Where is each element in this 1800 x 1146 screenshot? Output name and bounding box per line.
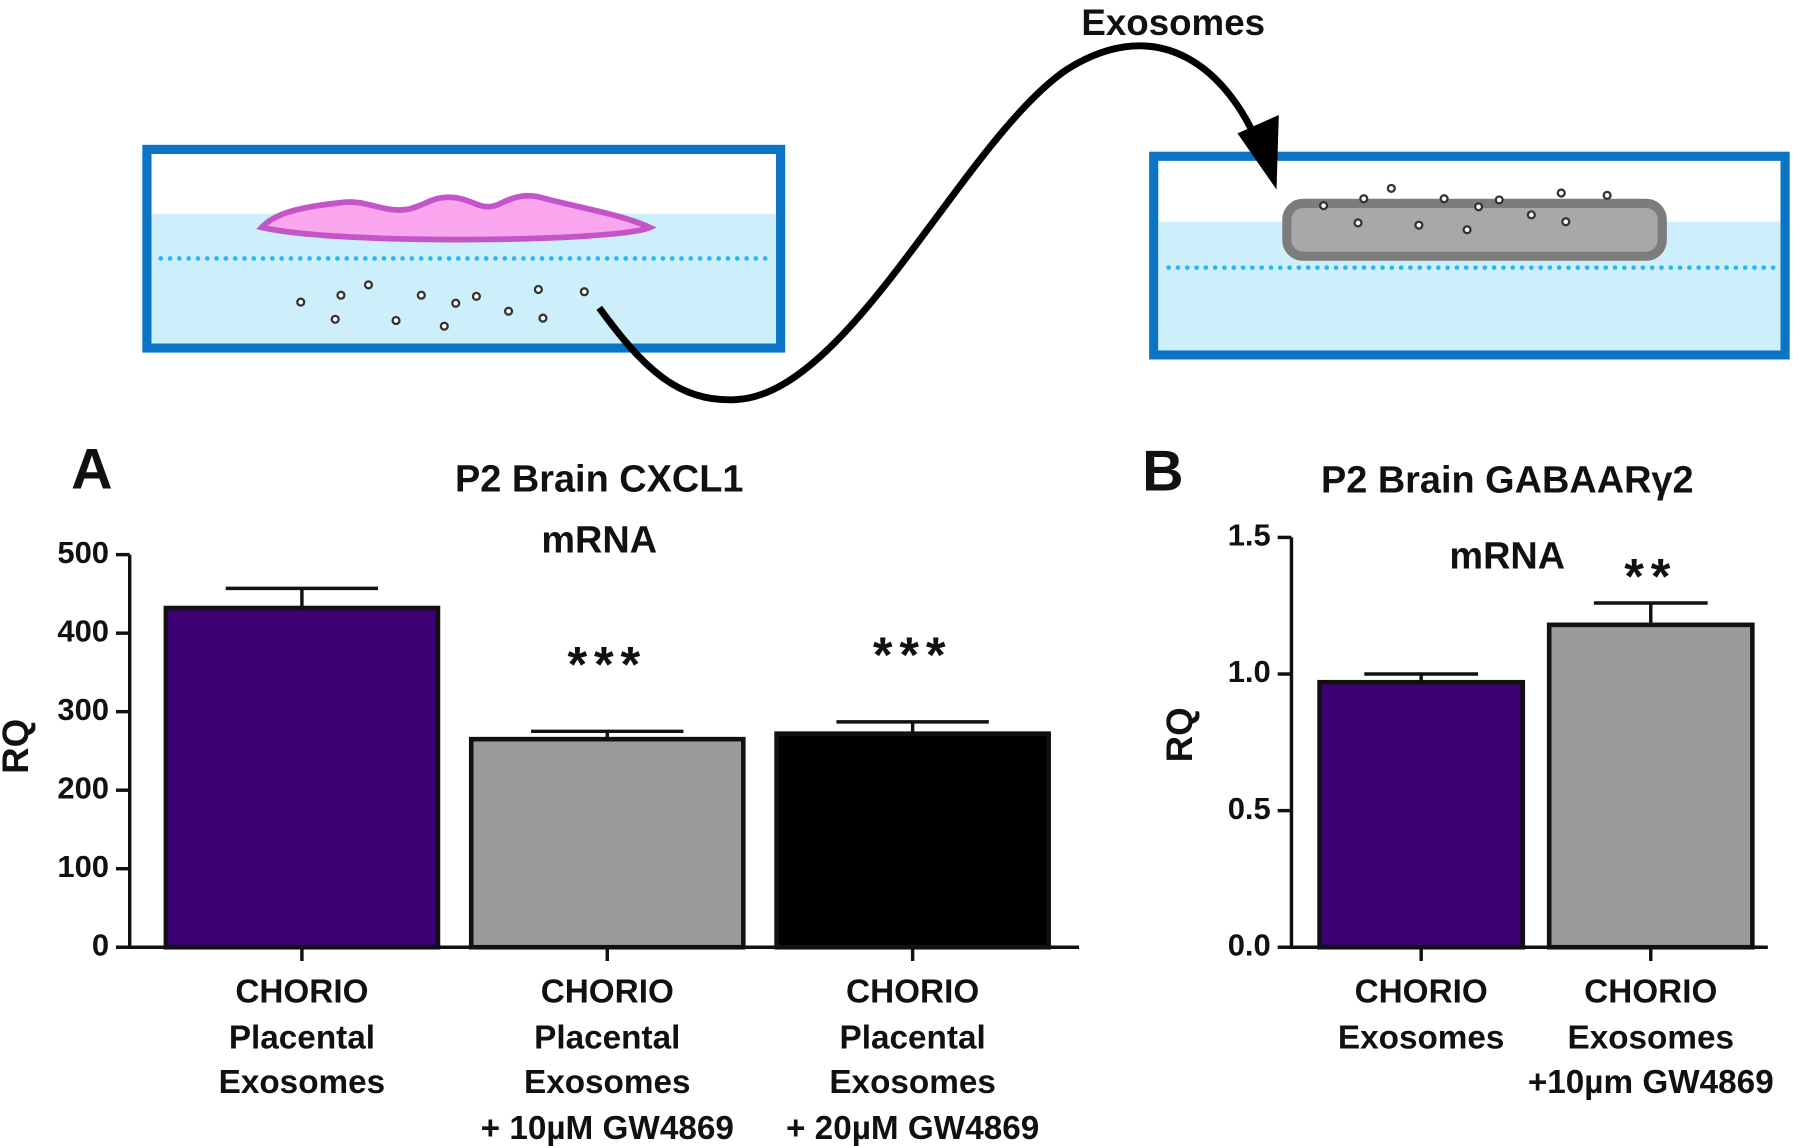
x-tick-label: CHORIO Exosomes [1337,973,1505,1056]
x-tick-label: CHORIO Placental Exosomes + 10µM GW4869 [480,973,734,1146]
panel-label: B [1142,440,1183,504]
x-tick-label-box: CHORIO Exosomes [1337,973,1505,1056]
y-axis-label: RQ [1159,707,1200,762]
chart-title: P2 Brain CXCL1 mRNA [455,457,744,561]
bar [468,736,746,950]
left-exosomes [296,280,589,331]
x-tick-label: CHORIO Placental Exosomes + 20µM GW4869 [785,973,1040,1146]
chart-title-box: P2 Brain GABAARγ2 mRNA [1320,458,1694,577]
bar [1546,622,1755,950]
error-bar [836,720,989,734]
brain-slice [1282,198,1667,261]
y-tick-label: 1.0 [1228,654,1271,689]
bar [1317,679,1526,950]
x-tick-label-box: CHORIO Placental Exosomes + 20µM GW4869 [785,973,1040,1146]
x-tick-label: CHORIO Placental Exosomes [218,973,386,1102]
significance: ** [1624,547,1677,604]
significance: *** [567,636,647,693]
y-tick-label: 100 [57,849,109,884]
y-axis-label: RQ [0,719,36,774]
y-tick-label: 0.0 [1228,927,1271,962]
transfer-arrow [596,42,1264,404]
x-tick-label-box: CHORIO Placental Exosomes + 10µM GW4869 [480,973,734,1146]
y-tick-label: 1.5 [1228,518,1271,553]
y-tick-label: 500 [57,535,109,570]
error-bar [225,586,379,609]
arrow-head [1237,114,1279,190]
y-tick-label: 300 [57,692,109,727]
y-tick-label: 400 [57,613,109,648]
x-tick-label: CHORIO Exosomes +10µm GW4869 [1527,973,1774,1102]
chart-title: P2 Brain GABAARγ2 mRNA [1320,458,1694,577]
significance: *** [873,626,953,683]
panel-label: A [71,437,112,501]
y-tick-label: 0 [92,927,109,962]
y-tick-label: 0.5 [1228,791,1271,826]
bar [774,731,1051,950]
x-tick-label-box: CHORIO Placental Exosomes [218,973,386,1102]
x-tick-label-box: CHORIO Exosomes +10µm GW4869 [1527,973,1774,1102]
diagram: Exosomes [142,2,1790,404]
error-bar [1593,601,1708,625]
right-exosomes [1319,183,1612,235]
error-bar [1364,672,1479,683]
error-bar [531,729,684,740]
bar [163,605,441,950]
diagram-label: Exosomes [1081,2,1265,43]
chart-title-box: P2 Brain CXCL1 mRNA [455,457,744,561]
y-tick-label: 200 [57,770,109,805]
placental-tissue [256,192,657,243]
